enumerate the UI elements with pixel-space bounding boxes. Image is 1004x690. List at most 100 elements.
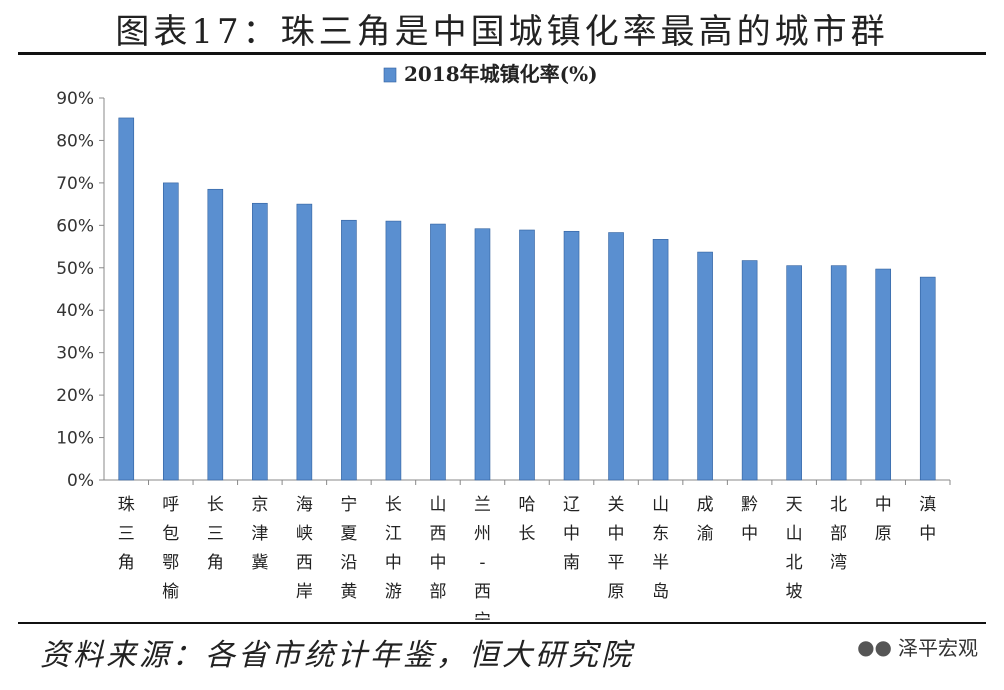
y-tick-label: 0% bbox=[67, 471, 94, 491]
bar-chart: 0%10%20%30%40%50%60%70%80%90%珠三角呼包鄂榆长三角京… bbox=[56, 62, 951, 620]
x-category-label: 宁 bbox=[340, 495, 357, 515]
x-category-label: 湾 bbox=[830, 553, 847, 573]
bar bbox=[207, 188, 224, 481]
source-note: 资料来源：各省市统计年鉴，恒大研究院 bbox=[40, 638, 634, 673]
x-category-label: 京 bbox=[251, 495, 268, 515]
x-category-label: 黄 bbox=[340, 582, 357, 602]
x-category-label: 滇 bbox=[919, 495, 936, 515]
x-category-label: 长 bbox=[519, 524, 536, 544]
footer-divider bbox=[18, 622, 986, 624]
bar bbox=[875, 268, 892, 481]
x-category-label: 天 bbox=[786, 495, 803, 515]
title-divider bbox=[18, 52, 986, 55]
bar bbox=[830, 265, 847, 481]
bar bbox=[162, 182, 179, 481]
x-category-label: 中 bbox=[429, 553, 446, 573]
page-title: 图表17：珠三角是中国城镇化率最高的城市群 bbox=[115, 12, 889, 52]
x-category-label: 中 bbox=[875, 495, 892, 515]
x-category-label: 岸 bbox=[296, 582, 313, 602]
x-category-label: 呼 bbox=[162, 495, 179, 515]
x-category-label: 半 bbox=[652, 553, 669, 573]
x-category-label: 中 bbox=[919, 524, 936, 544]
bar bbox=[519, 229, 535, 481]
x-category-label: 冀 bbox=[251, 553, 268, 573]
x-category-label: 辽 bbox=[563, 495, 580, 515]
x-category-label: 原 bbox=[608, 582, 625, 602]
x-category-label: 中 bbox=[741, 524, 758, 544]
x-category-label: 角 bbox=[207, 553, 224, 573]
x-category-label: 宁 bbox=[474, 611, 491, 620]
x-category-label: 州 bbox=[474, 524, 491, 544]
legend-label: 2018年城镇化率(%) bbox=[404, 62, 598, 86]
x-category-label: 部 bbox=[830, 524, 847, 544]
x-category-label: 夏 bbox=[340, 524, 357, 544]
x-category-label: 长 bbox=[385, 495, 402, 515]
x-category-label: 珠 bbox=[118, 495, 135, 515]
bar bbox=[563, 230, 580, 481]
x-category-label: 黔 bbox=[741, 495, 758, 515]
bar bbox=[919, 276, 936, 481]
x-category-label: 中 bbox=[608, 524, 625, 544]
x-category-label: 西 bbox=[429, 524, 446, 544]
y-tick-label: 50% bbox=[56, 259, 94, 279]
x-category-label: 北 bbox=[830, 495, 847, 515]
x-category-label: 游 bbox=[385, 582, 402, 602]
x-category-label: 平 bbox=[608, 553, 625, 573]
x-category-label: 山 bbox=[786, 524, 803, 544]
bar bbox=[608, 232, 624, 481]
brand-watermark: ●● 泽平宏观 bbox=[857, 632, 978, 661]
x-category-label: 沿 bbox=[340, 553, 357, 573]
bar bbox=[118, 117, 135, 481]
x-category-label: 部 bbox=[429, 582, 446, 602]
bar bbox=[296, 203, 313, 481]
x-category-label: 南 bbox=[563, 553, 580, 573]
x-category-label: 山 bbox=[429, 495, 446, 515]
x-category-label: 江 bbox=[385, 524, 402, 544]
bar bbox=[741, 260, 758, 481]
legend-swatch bbox=[383, 67, 397, 83]
x-category-label: 西 bbox=[296, 553, 313, 573]
x-category-label: 中 bbox=[385, 553, 402, 573]
brand-label: 泽平宏观 bbox=[898, 636, 978, 660]
x-category-label: 中 bbox=[563, 524, 580, 544]
x-category-label: 角 bbox=[118, 553, 135, 573]
x-category-label: 三 bbox=[118, 524, 135, 544]
x-category-label: 原 bbox=[875, 524, 892, 544]
y-tick-label: 10% bbox=[56, 429, 94, 449]
x-category-label: - bbox=[479, 553, 485, 573]
x-category-label: 山 bbox=[652, 495, 669, 515]
bar bbox=[786, 265, 802, 481]
x-category-label: 海 bbox=[296, 495, 313, 515]
bar bbox=[652, 239, 669, 481]
x-category-label: 东 bbox=[652, 524, 669, 544]
x-category-label: 北 bbox=[786, 553, 803, 573]
x-category-label: 坡 bbox=[786, 582, 803, 602]
x-category-label: 兰 bbox=[474, 495, 491, 515]
x-category-label: 榆 bbox=[162, 582, 179, 602]
x-category-label: 岛 bbox=[652, 582, 669, 602]
bar bbox=[385, 220, 402, 481]
x-category-label: 鄂 bbox=[162, 553, 179, 573]
x-category-label: 三 bbox=[207, 524, 224, 544]
x-category-label: 渝 bbox=[697, 524, 714, 544]
y-tick-label: 20% bbox=[56, 386, 94, 406]
y-tick-label: 90% bbox=[56, 89, 94, 109]
y-tick-label: 30% bbox=[56, 344, 94, 364]
x-category-label: 成 bbox=[697, 495, 714, 515]
x-category-label: 关 bbox=[608, 495, 625, 515]
bar bbox=[341, 219, 357, 481]
y-tick-label: 80% bbox=[56, 131, 94, 151]
x-category-label: 包 bbox=[162, 524, 179, 544]
y-tick-label: 60% bbox=[56, 216, 94, 236]
x-category-label: 峡 bbox=[296, 524, 313, 544]
wechat-icon: ●● bbox=[857, 634, 892, 659]
bar bbox=[474, 228, 491, 481]
x-category-label: 西 bbox=[474, 582, 491, 602]
bar bbox=[697, 251, 713, 481]
x-category-label: 长 bbox=[207, 495, 224, 515]
y-tick-label: 40% bbox=[56, 301, 94, 321]
bar bbox=[252, 202, 268, 481]
x-category-label: 哈 bbox=[519, 495, 536, 515]
bar bbox=[430, 223, 446, 481]
y-tick-label: 70% bbox=[56, 174, 94, 194]
